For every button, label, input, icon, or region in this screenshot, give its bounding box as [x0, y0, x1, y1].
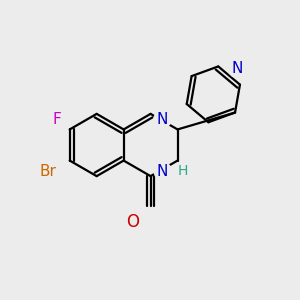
Circle shape: [228, 60, 247, 78]
Text: O: O: [126, 213, 139, 231]
Circle shape: [123, 212, 143, 232]
Text: F: F: [53, 112, 62, 127]
Circle shape: [48, 110, 67, 128]
Circle shape: [153, 162, 172, 180]
Circle shape: [153, 110, 172, 128]
Text: N: N: [157, 164, 168, 178]
Text: N: N: [232, 61, 243, 76]
Text: H: H: [177, 164, 188, 178]
Text: Br: Br: [40, 164, 57, 178]
Circle shape: [36, 158, 61, 184]
Text: N: N: [157, 112, 168, 127]
